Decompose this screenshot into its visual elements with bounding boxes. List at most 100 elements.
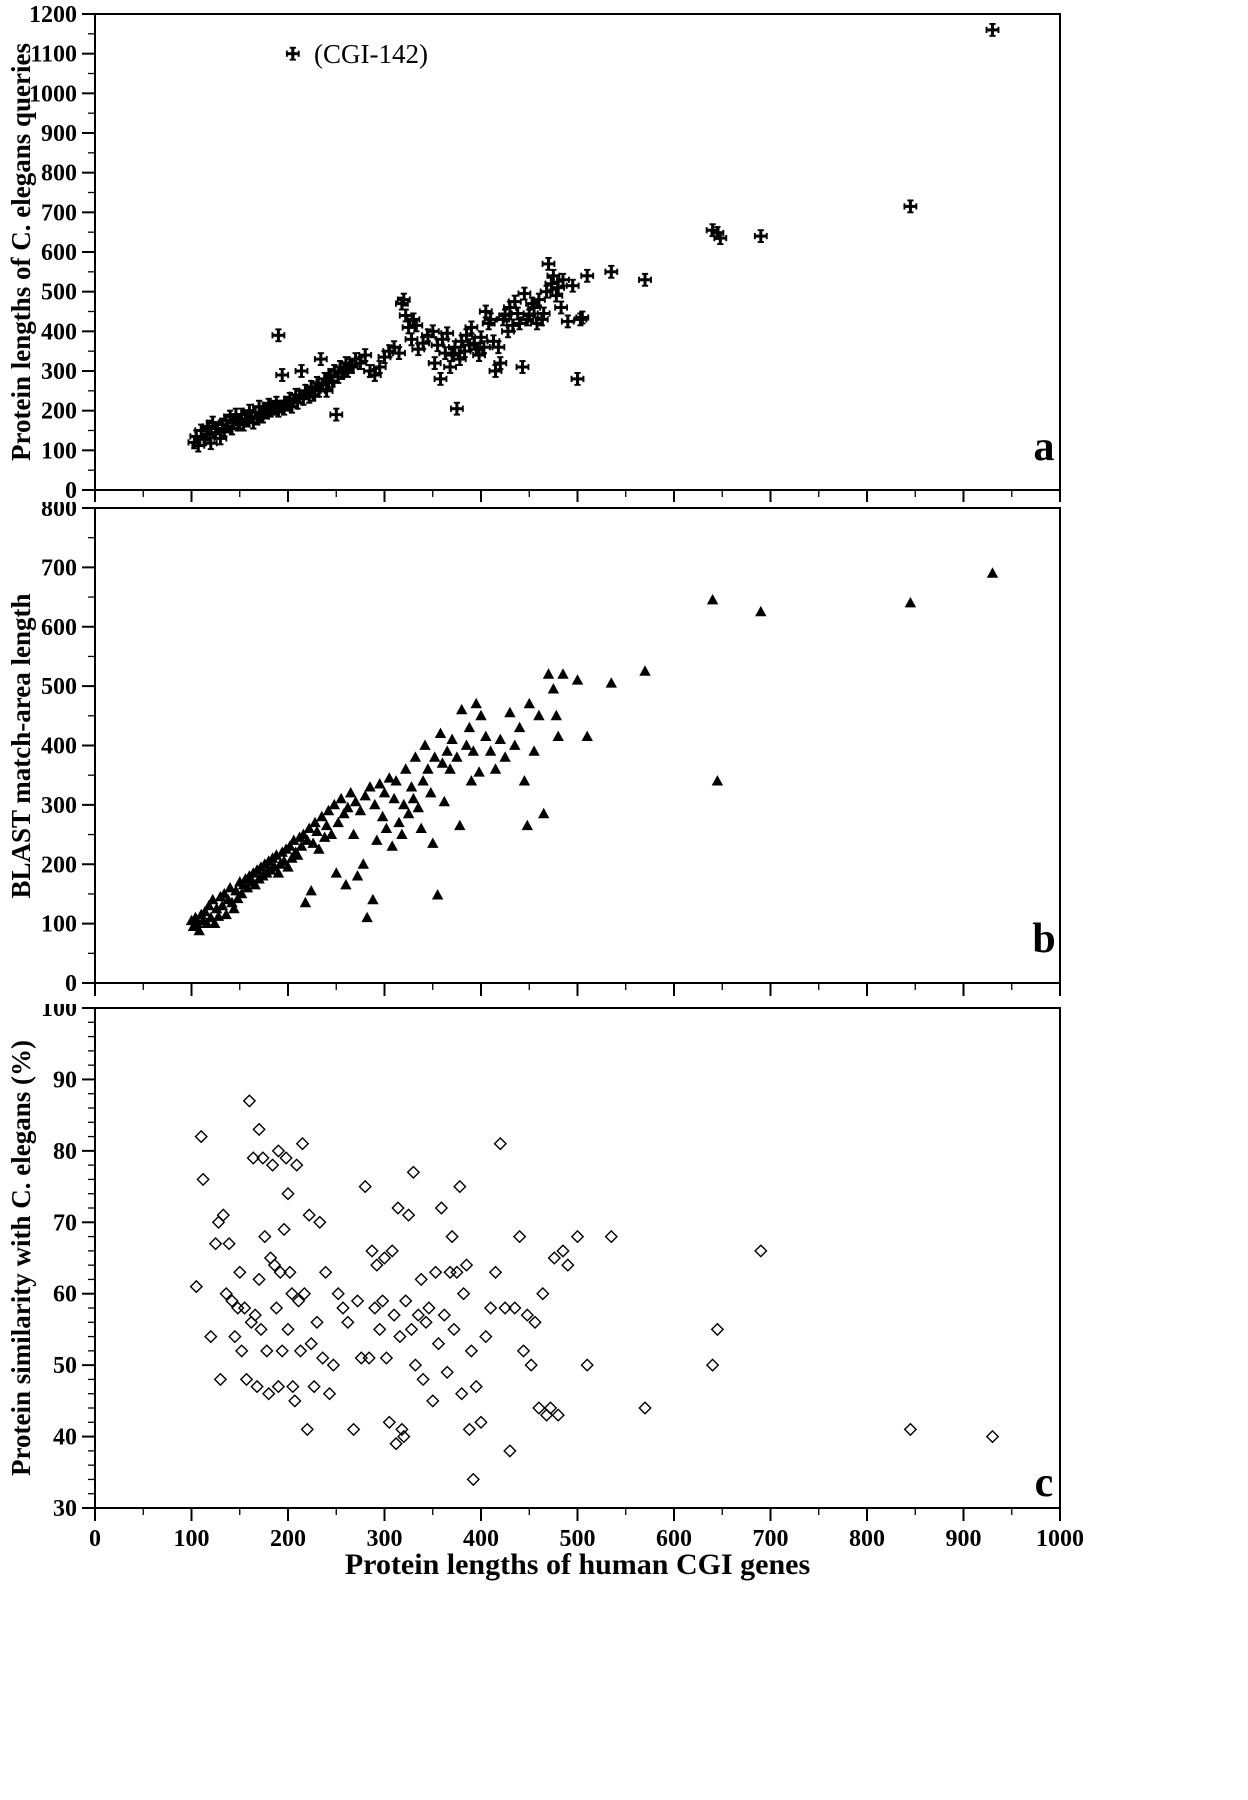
diamond-data-point (474, 1415, 488, 1429)
diamond-data-point (233, 1265, 247, 1279)
triangle-data-point (470, 697, 482, 709)
triangle-data-point (305, 885, 317, 896)
triangle-data-point (538, 807, 550, 819)
svg-text:800: 800 (849, 1526, 885, 1552)
triangle-data-point (422, 763, 434, 774)
diamond-data-point (437, 1308, 451, 1322)
diamond-data-point (316, 1351, 330, 1365)
triangle-data-point (446, 733, 458, 744)
cross-data-point (580, 268, 595, 283)
diamond-data-point (370, 1258, 384, 1272)
diamond-data-point (310, 1315, 324, 1329)
triangle-data-point (755, 605, 767, 617)
diamond-data-point (405, 1322, 418, 1336)
diamond-data-point (536, 1287, 550, 1301)
cross-data-point (985, 23, 1000, 37)
triangle-data-point (320, 819, 333, 831)
diamond-data-point (300, 1422, 314, 1436)
triangle-data-point (494, 733, 506, 744)
diamond-data-point (281, 1322, 295, 1336)
triangle-data-point (345, 787, 357, 798)
triangle-data-point (405, 781, 418, 792)
svg-text:700: 700 (41, 200, 77, 226)
svg-text:0: 0 (89, 1526, 101, 1552)
triangle-data-point (528, 745, 540, 756)
diamond-data-point (212, 1215, 225, 1229)
diamond-data-point (399, 1294, 413, 1308)
triangle-data-point (409, 751, 422, 762)
diamond-data-point (419, 1315, 433, 1329)
diamond-data-point (271, 1144, 285, 1158)
diamond-data-point (556, 1244, 570, 1258)
triangle-data-point (542, 668, 555, 679)
svg-text:300: 300 (41, 359, 77, 385)
cross-data-point (903, 199, 918, 214)
diamond-data-point (447, 1322, 461, 1336)
diamond-data-point (277, 1222, 291, 1236)
diamond-data-point (240, 1372, 253, 1386)
diamond-data-point (528, 1315, 542, 1329)
panel-b-scatter-plot: 0 100 200 300 400 500 600 700 800 BLAST match-ar… (6, 502, 1061, 997)
triangle-data-point (367, 893, 379, 905)
diamond-data-point (341, 1315, 355, 1329)
svg-text:400: 400 (41, 319, 77, 345)
triangle-data-point (465, 775, 478, 786)
triangle-data-point (429, 751, 441, 762)
diamond-data-point (551, 1408, 565, 1422)
diamond-data-point (331, 1287, 345, 1301)
diamond-data-point (252, 1122, 266, 1136)
diamond-data-point (479, 1330, 493, 1344)
diamond-data-point (455, 1387, 469, 1401)
triangle-data-point (347, 828, 360, 839)
svg-text:100: 100 (41, 1004, 77, 1022)
triangle-data-point (904, 597, 917, 608)
diamond-data-point (323, 1387, 336, 1401)
triangle-data-point (374, 778, 386, 789)
cross-data-point (427, 356, 442, 370)
triangle-data-point (376, 810, 389, 822)
svg-text:600: 600 (41, 240, 77, 266)
triangle-data-point (533, 709, 545, 721)
triangle-data-point (425, 787, 437, 798)
svg-text:300: 300 (367, 1526, 403, 1552)
diamond-data-point (986, 1430, 999, 1444)
diamond-data-point (248, 1308, 262, 1322)
cross-data-point (443, 360, 457, 374)
triangle-data-point (396, 828, 408, 839)
svg-text:300: 300 (41, 793, 77, 819)
svg-text:700: 700 (753, 1526, 789, 1552)
diamond-data-point (204, 1330, 218, 1344)
svg-text:80: 80 (53, 1139, 77, 1165)
triangle-data-point (557, 668, 569, 679)
triangle-data-point (489, 763, 502, 774)
panel-c-y-axis-title: Protein similarity with C. elegans (%) (6, 1040, 36, 1476)
diamond-data-point (262, 1387, 276, 1401)
diamond-data-point (258, 1230, 272, 1244)
triangle-data-point (552, 730, 564, 741)
svg-text:100: 100 (41, 438, 77, 464)
diamond-data-point (462, 1422, 476, 1436)
svg-text:600: 600 (656, 1526, 692, 1552)
diamond-data-point (290, 1158, 304, 1172)
diamond-data-point (503, 1444, 517, 1458)
diamond-data-point (279, 1151, 293, 1165)
cgi-142-annotation: (CGI-142) (314, 39, 428, 69)
triangle-data-point (460, 739, 473, 750)
diamond-data-point (422, 1301, 436, 1315)
panel-b-y-axis-title: BLAST match-area length (6, 593, 36, 898)
triangle-data-point (357, 858, 369, 869)
diamond-data-point (580, 1358, 594, 1372)
triangle-data-point (335, 792, 347, 804)
triangle-data-point (415, 822, 427, 833)
diamond-data-point (304, 1337, 318, 1351)
diamond-data-point (387, 1308, 401, 1322)
triangle-data-point (431, 889, 444, 900)
diamond-data-point (288, 1394, 302, 1408)
cross-data-point (570, 372, 585, 386)
cross-data-point (753, 229, 768, 243)
svg-text:90: 90 (53, 1067, 77, 1093)
diamond-data-point (443, 1265, 457, 1279)
diamond-data-point (313, 1215, 327, 1229)
triangle-data-point (509, 739, 521, 750)
